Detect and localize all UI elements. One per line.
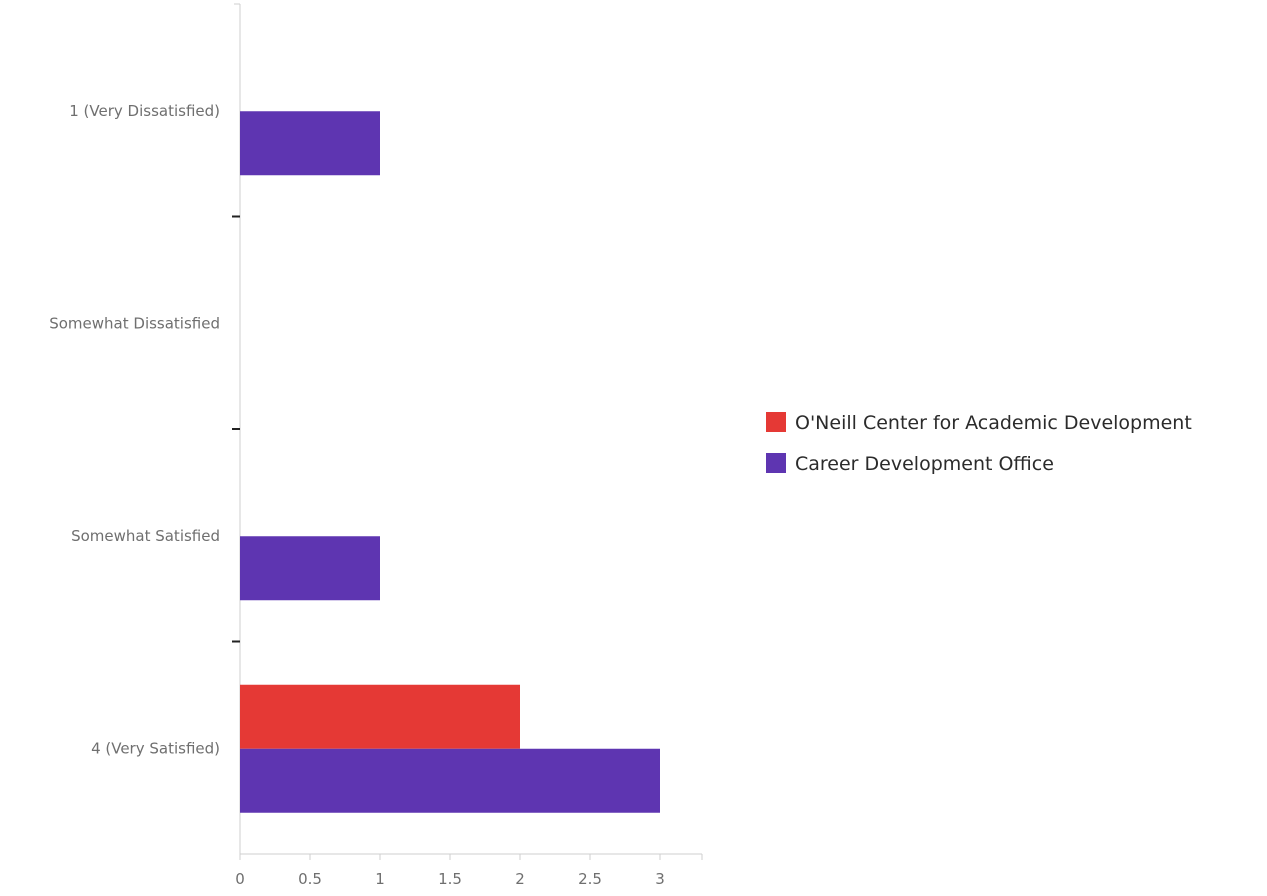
legend: O'Neill Center for Academic Development C… (766, 412, 1192, 475)
legend-swatch (766, 453, 786, 473)
x-tick-label: 0.5 (298, 870, 322, 888)
category-labels: 1 (Very Dissatisfied) Somewhat Dissatisfi… (49, 102, 220, 758)
bar-career-development[interactable] (240, 111, 380, 176)
x-tick-label: 1 (375, 870, 385, 888)
x-tick-label: 1.5 (438, 870, 462, 888)
x-tick-labels: 0 0.5 1 1.5 2 2.5 3 (235, 870, 665, 888)
x-tick-label: 0 (235, 870, 245, 888)
legend-label: O'Neill Center for Academic Development (795, 412, 1192, 434)
legend-label: Career Development Office (795, 453, 1054, 475)
bar-career-development[interactable] (240, 748, 660, 813)
bar-career-development[interactable] (240, 536, 380, 601)
category-label: 4 (Very Satisfied) (91, 740, 220, 758)
category-label: Somewhat Dissatisfied (49, 315, 220, 333)
category-label: 1 (Very Dissatisfied) (69, 102, 220, 120)
bars (240, 111, 660, 813)
x-tick-label: 3 (655, 870, 665, 888)
legend-swatch (766, 412, 786, 432)
bar-oneill-center[interactable] (240, 684, 520, 749)
category-label: Somewhat Satisfied (71, 527, 220, 545)
x-tick-label: 2 (515, 870, 525, 888)
x-tick-label: 2.5 (578, 870, 602, 888)
